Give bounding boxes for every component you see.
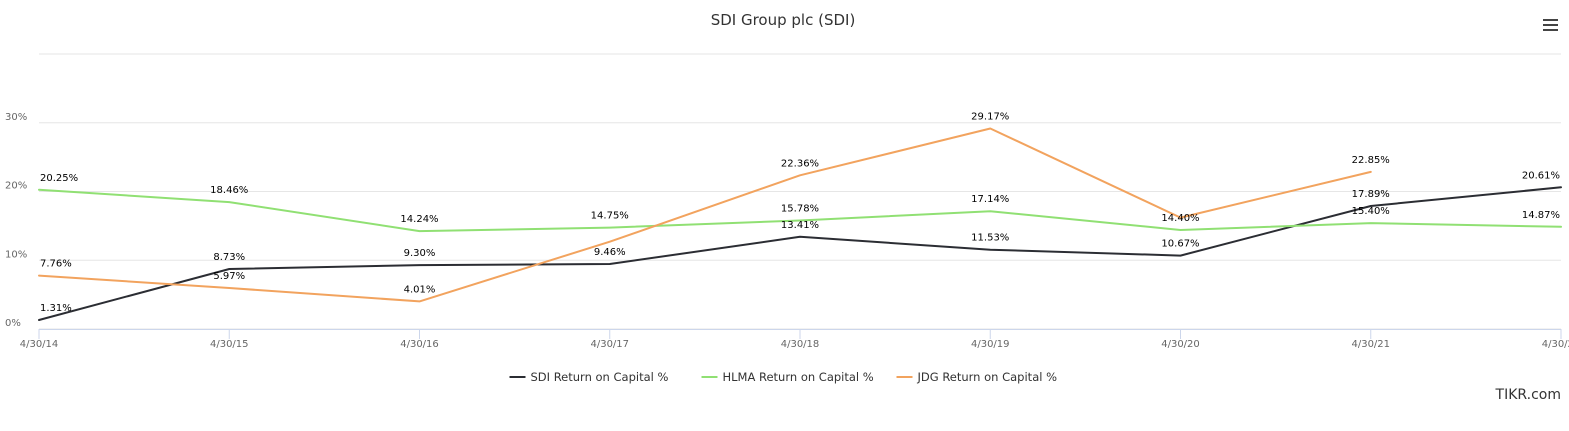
legend-item[interactable]: HLMA Return on Capital %: [701, 370, 874, 384]
x-tick-label: 4/30/20: [1161, 339, 1200, 350]
data-label: 18.46%: [210, 185, 248, 196]
series-line[interactable]: [38, 188, 1562, 233]
credit-link[interactable]: TIKR.com: [1495, 387, 1561, 403]
series-line[interactable]: [38, 127, 1372, 303]
x-tick-label: 4/30/21: [1351, 339, 1390, 350]
hamburger-menu-icon[interactable]: [1540, 14, 1560, 34]
x-tick-label: 4/30/16: [400, 339, 439, 350]
legend: SDI Return on Capital % HLMA Return on Ca…: [509, 370, 1058, 384]
legend-item[interactable]: SDI Return on Capital %: [509, 370, 669, 384]
legend-label: HLMA Return on Capital %: [723, 370, 874, 384]
data-label: 9.46%: [594, 247, 626, 258]
data-label: 10.67%: [1161, 239, 1199, 250]
y-tick-label: 0%: [5, 318, 21, 329]
chart-title: SDI Group plc (SDI): [711, 11, 856, 29]
series-line[interactable]: [38, 186, 1562, 321]
data-label: 9.30%: [404, 248, 436, 259]
data-label: 4.01%: [404, 284, 436, 295]
data-label: 8.73%: [213, 252, 245, 263]
data-label: 20.25%: [40, 173, 78, 184]
data-label: 17.14%: [971, 194, 1009, 205]
x-tick-label: 4/30/14: [20, 339, 59, 350]
legend-item[interactable]: JDG Return on Capital %: [896, 370, 1058, 384]
data-label: 1.31%: [40, 303, 72, 314]
x-tick-label: 4/30/15: [210, 339, 249, 350]
y-tick-label: 20%: [5, 181, 27, 192]
series: [38, 127, 1562, 321]
data-label: 29.17%: [971, 111, 1009, 122]
data-label: 22.85%: [1352, 155, 1390, 166]
data-label: 15.78%: [781, 204, 819, 215]
legend-label: SDI Return on Capital %: [531, 370, 669, 384]
y-tick-label: 30%: [5, 112, 27, 123]
data-label: 14.75%: [591, 211, 629, 222]
x-tick-label: 4/30/18: [781, 339, 820, 350]
x-tick-label: 4/30/22: [1542, 339, 1569, 350]
data-label: 13.41%: [781, 220, 819, 231]
data-label: 14.40%: [1161, 213, 1199, 224]
grid: [39, 53, 1561, 330]
data-label: 11.53%: [971, 233, 1009, 244]
data-label: 15.40%: [1352, 206, 1390, 217]
data-label: 20.61%: [1522, 170, 1560, 181]
data-label: 5.97%: [213, 271, 245, 282]
x-tick-label: 4/30/19: [971, 339, 1010, 350]
data-label: 14.24%: [400, 214, 438, 225]
axes: 4/30/14 4/30/15 4/30/16 4/30/17 4/30/18 4/30/…: [5, 112, 1569, 350]
data-label: 17.89%: [1352, 189, 1390, 200]
x-tick-label: 4/30/17: [590, 339, 629, 350]
data-labels: 1.31% 8.73% 9.30% 9.46% 13.41% 11.53% 10.67% 17…: [40, 111, 1560, 314]
data-label: 7.76%: [40, 259, 72, 270]
data-label: 22.36%: [781, 158, 819, 169]
legend-label: JDG Return on Capital %: [917, 370, 1058, 384]
y-tick-label: 10%: [5, 249, 27, 260]
data-label: 14.87%: [1522, 210, 1560, 221]
